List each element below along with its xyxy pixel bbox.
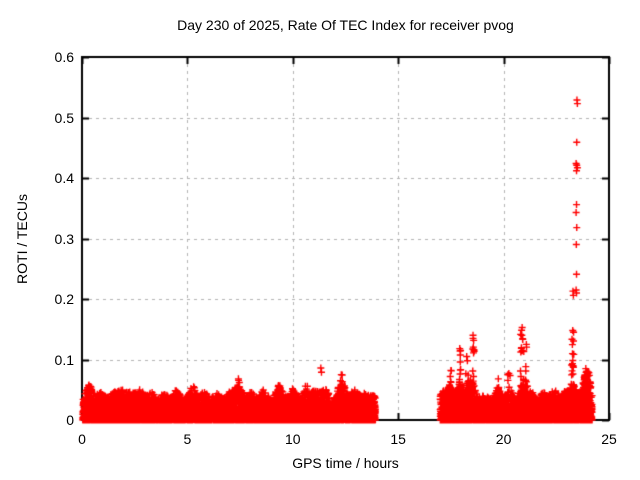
x-tick-label: 25 <box>601 431 617 447</box>
x-tick-label: 15 <box>390 431 406 447</box>
x-tick-label: 10 <box>285 431 301 447</box>
y-tick-label: 0 <box>66 412 74 428</box>
y-tick-label: 0.3 <box>54 230 74 247</box>
y-tick-label: 0.2 <box>54 291 74 307</box>
y-tick-label: 0.6 <box>54 49 74 65</box>
x-tick-label: 20 <box>495 431 512 447</box>
x-tick-label: 5 <box>183 431 192 447</box>
chart-title: Day 230 of 2025, Rate Of TEC Index for r… <box>177 17 514 33</box>
x-axis-label: GPS time / hours <box>292 455 399 471</box>
y-tick-label: 0.5 <box>54 109 74 126</box>
y-tick-label: 0.1 <box>54 351 74 368</box>
x-tick-label: 0 <box>78 431 86 447</box>
y-tick-label: 0.4 <box>54 170 74 186</box>
